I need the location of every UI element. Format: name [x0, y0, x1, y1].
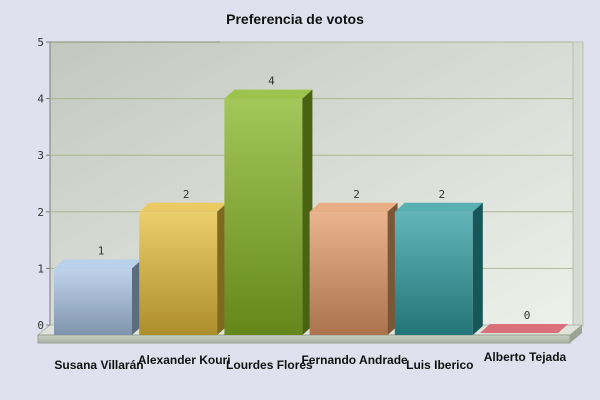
y-tick-label: 2: [37, 206, 44, 219]
bar: [224, 89, 313, 335]
bar-side: [472, 202, 483, 335]
data-label: 2: [353, 188, 360, 201]
data-label: 4: [268, 75, 275, 88]
bar-top: [54, 259, 142, 269]
category-label: Luis Iberico: [406, 358, 473, 372]
y-tick-label: 1: [37, 262, 44, 275]
floor-front: [37, 334, 571, 344]
bars: [54, 89, 568, 335]
category-label: Fernando Andrade: [301, 353, 408, 367]
data-label: 1: [98, 244, 105, 257]
bar-front: [54, 268, 132, 335]
category-label: Alberto Tejada: [484, 350, 567, 364]
bar: [54, 259, 142, 335]
data-label: 0: [524, 309, 531, 322]
category-label: Lourdes Flores: [226, 358, 313, 372]
data-label: 2: [438, 188, 445, 201]
bar-top: [309, 202, 398, 212]
bar-top: [394, 202, 483, 212]
y-tick-label: 4: [37, 93, 44, 106]
bar: [480, 324, 568, 333]
y-axis: 0 1 2 3 4 5: [37, 36, 50, 332]
bar-front: [309, 211, 388, 335]
bar-top: [480, 324, 568, 333]
y-tick-label: 3: [37, 149, 44, 162]
bar-top: [224, 89, 313, 99]
bar-top: [139, 202, 228, 212]
bar-front: [394, 211, 473, 335]
side-wall: [572, 41, 584, 327]
bar: [139, 202, 228, 335]
bar: [394, 202, 483, 335]
data-label: 2: [183, 188, 190, 201]
floor-side: [570, 325, 582, 343]
y-tick-label: 0: [37, 319, 44, 332]
category-label: Susana Villarán: [54, 358, 143, 372]
bar-front: [139, 211, 218, 335]
bar-front: [224, 98, 303, 335]
y-tick-label: 5: [37, 36, 44, 49]
chart-title: Preferencia de votos: [226, 11, 364, 27]
bar: [309, 202, 398, 335]
category-label: Alexander Kouri: [138, 353, 231, 367]
data-labels: 1 2 4 2 2 0: [98, 75, 531, 322]
